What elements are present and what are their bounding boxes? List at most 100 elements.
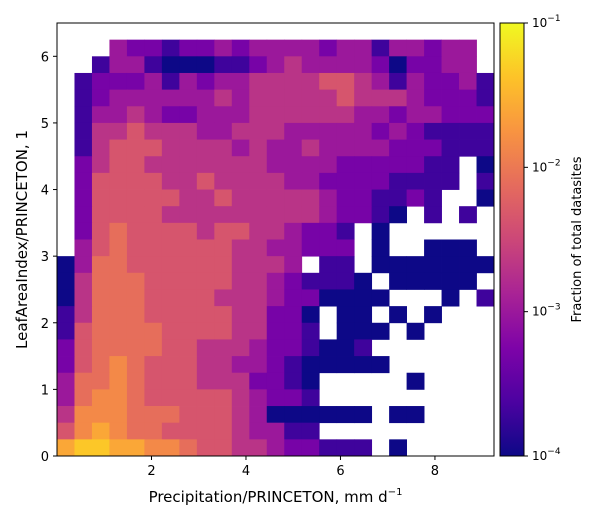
heatmap-cell: [109, 222, 128, 240]
heatmap-cell: [231, 372, 250, 390]
heatmap-cell: [371, 256, 390, 274]
heatmap-cell: [406, 322, 425, 340]
heatmap-cell: [301, 356, 320, 374]
heatmap-cell: [371, 206, 390, 224]
heatmap-cell: [231, 139, 250, 157]
heatmap-cell: [336, 289, 355, 307]
heatmap-cell: [406, 106, 425, 124]
heatmap-cell: [179, 139, 198, 157]
heatmap-cell: [284, 206, 303, 224]
colorbar-tick-exponent: −3: [547, 303, 560, 313]
heatmap-cell: [354, 206, 373, 224]
heatmap-cell: [231, 272, 250, 290]
heatmap-cell: [441, 72, 460, 91]
heatmap-cell: [161, 189, 180, 207]
heatmap-cell: [301, 239, 320, 257]
heatmap-cell: [126, 372, 145, 390]
heatmap-cell: [266, 306, 285, 324]
heatmap-cell: [196, 422, 215, 440]
heatmap-cell: [179, 72, 198, 91]
heatmap-cell: [144, 239, 163, 257]
heatmap-cell: [91, 89, 110, 107]
heatmap-cell: [214, 56, 233, 74]
y-tick-label: 3: [41, 250, 49, 265]
heatmap-cell: [126, 189, 145, 207]
heatmap-cell: [301, 306, 320, 324]
heatmap-cell: [126, 306, 145, 324]
heatmap-cell: [214, 222, 233, 240]
heatmap-cell: [284, 122, 303, 140]
heatmap-cell: [57, 422, 75, 440]
heatmap-cell: [161, 322, 180, 340]
x-axis-title: Precipitation/PRINCETON, mm d−1: [149, 487, 403, 506]
heatmap-cell: [57, 289, 75, 307]
heatmap-cell: [389, 172, 407, 190]
heatmap-cell: [336, 339, 355, 357]
heatmap-cell: [126, 89, 145, 107]
heatmap-cell: [91, 272, 110, 290]
heatmap-cell: [284, 422, 303, 440]
x-tick-label: 4: [242, 464, 250, 479]
heatmap-cell: [126, 106, 145, 124]
heatmap-cell: [109, 239, 128, 257]
heatmap-cell: [144, 306, 163, 324]
heatmap-cell: [301, 189, 320, 207]
heatmap-cell: [336, 206, 355, 224]
heatmap-cell: [144, 339, 163, 357]
heatmap-cell: [144, 56, 163, 74]
heatmap-cell: [179, 322, 198, 340]
heatmap-cell: [284, 39, 303, 57]
heatmap-cell: [389, 156, 407, 174]
heatmap-cell: [406, 172, 425, 190]
heatmap-cell: [74, 139, 93, 157]
heatmap-cell: [57, 256, 75, 274]
colorbar-tick-label: 10−3: [532, 303, 561, 319]
heatmap-cell: [144, 289, 163, 307]
heatmap-cell: [301, 389, 320, 407]
heatmap-cell: [196, 306, 215, 324]
heatmap-cell: [266, 339, 285, 357]
heatmap-cell: [424, 56, 442, 74]
heatmap-cell: [371, 89, 390, 107]
heatmap-cell: [284, 139, 303, 157]
heatmap-cell: [144, 89, 163, 107]
heatmap-cell: [74, 72, 93, 91]
heatmap-cell: [441, 156, 460, 174]
heatmap-cell: [354, 322, 373, 340]
heatmap-cell: [389, 206, 407, 224]
heatmap-cell: [74, 372, 93, 390]
heatmap-cell: [371, 139, 390, 157]
heatmap-cell: [266, 256, 285, 274]
heatmap-cell: [109, 206, 128, 224]
heatmap-cell: [389, 72, 407, 91]
heatmap-cell: [319, 406, 338, 424]
heatmap-cell: [424, 189, 442, 207]
heatmap-cell: [266, 189, 285, 207]
heatmap-cell: [179, 256, 198, 274]
heatmap-cell: [371, 72, 390, 91]
heatmap-cell: [371, 356, 390, 374]
heatmap-cell: [249, 239, 268, 257]
heatmap-cell: [284, 439, 303, 457]
heatmap-cell: [319, 256, 338, 274]
heatmap-cell: [249, 322, 268, 340]
heatmap-cell: [441, 172, 460, 190]
heatmap-cell: [91, 422, 110, 440]
heatmap-cell: [371, 189, 390, 207]
heatmap-cell: [144, 389, 163, 407]
heatmap-cell: [301, 56, 320, 74]
heatmap-cell: [179, 189, 198, 207]
heatmap-cell: [301, 372, 320, 390]
heatmap-cell: [389, 306, 407, 324]
heatmap-cell: [196, 189, 215, 207]
heatmap-cell: [231, 306, 250, 324]
heatmap-cell: [424, 39, 442, 57]
plot-frame: [56, 22, 495, 457]
heatmap-cell: [266, 289, 285, 307]
heatmap-cell: [109, 339, 128, 357]
heatmap-cell: [231, 206, 250, 224]
heatmap-cell: [196, 339, 215, 357]
heatmap-cell: [57, 272, 75, 290]
heatmap-cell: [336, 306, 355, 324]
heatmap-cell: [336, 439, 355, 457]
